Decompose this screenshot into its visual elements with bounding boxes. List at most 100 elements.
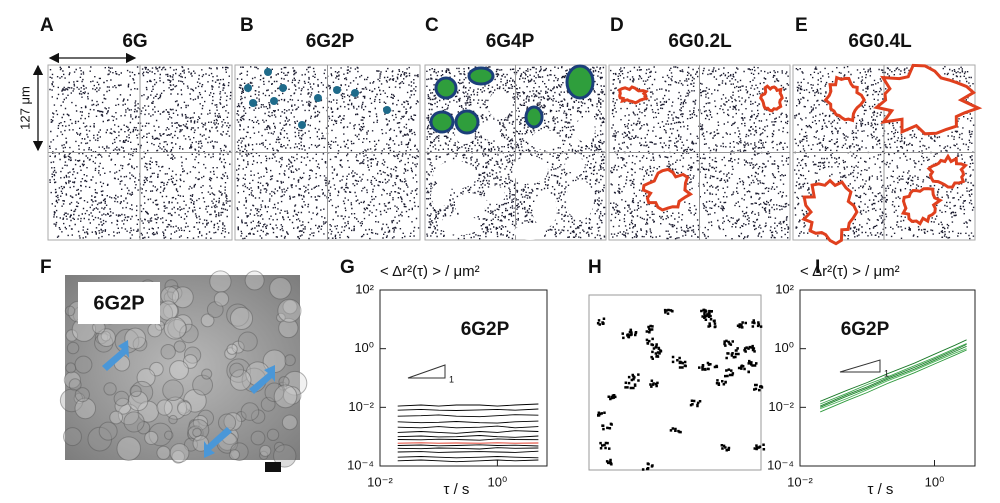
x-tick-label: 10⁻² [787,474,813,489]
cell [164,430,174,440]
void [455,193,485,217]
arrow [204,427,232,458]
series-line [397,450,539,453]
cell [187,418,210,441]
cell [250,409,266,424]
micrograph-texture [59,270,308,468]
particle-map [588,294,762,471]
cell [160,286,180,306]
void [431,183,449,207]
cell [226,343,238,355]
cell [171,286,194,309]
series-line [820,343,967,407]
label-box [78,282,160,324]
series-line [397,435,539,438]
cell [206,301,224,319]
cell [259,450,269,461]
slope-label: 1 [884,368,889,378]
series-line [397,438,539,441]
aggregate [641,167,694,212]
cell [237,331,258,352]
cell [169,360,189,380]
droplet [524,105,544,129]
cell [209,270,232,293]
panel-letter: D [610,15,624,36]
y-axis-label: < Δr²(τ) > / μm² [380,263,480,280]
cell [136,421,151,435]
cell [117,403,140,426]
aggregate [823,75,867,123]
cell [137,400,160,423]
cell [144,430,159,446]
cell [164,279,179,294]
panel-letter: E [795,15,808,36]
cell [223,412,243,431]
cell [192,374,214,396]
cluster [249,99,257,107]
cell [123,411,145,433]
cell [98,421,118,441]
cell [97,328,116,347]
cell [278,317,299,339]
y-axis-label: < Δr²(τ) > / μm² [800,263,900,280]
panel-letter: G [340,257,355,278]
cell [187,425,204,442]
cell [162,379,184,402]
panel-title: 6G0.4L [848,31,912,52]
cell [149,361,164,377]
y-tick-label: 10⁻² [768,399,794,414]
cell [240,402,260,421]
panel-letter: I [815,257,820,278]
arrows [102,340,275,458]
cell [124,327,147,350]
x-tick-label: 10⁻² [367,474,393,489]
micrograph-label: 6G2P [93,292,144,314]
aggregate [900,187,944,226]
cell [183,346,202,364]
cell [65,362,77,374]
panel-letter: A [40,15,54,36]
cell [273,444,297,468]
droplet [467,66,495,86]
cell [192,427,202,438]
void [480,120,500,140]
cell [100,331,112,342]
cell [156,399,173,416]
series-line [397,414,539,418]
aggregate [759,84,784,113]
y-tick-label: 10² [775,281,794,296]
series-line [397,408,539,411]
aggregate [873,63,983,136]
panel-title: 6G2P [306,31,355,52]
series-line [397,447,539,450]
series-line [820,339,967,402]
cell [94,330,109,345]
cell [273,441,285,453]
cell [224,347,237,360]
droplet [454,109,480,135]
series-line [397,444,539,447]
aggregate [801,178,859,246]
cell [200,313,215,328]
series-line [820,343,967,405]
cell [136,368,156,388]
cell [129,385,142,398]
chart-title: 6G2P [841,319,890,340]
cluster [244,84,252,92]
cell [229,362,245,378]
cell [167,285,183,301]
droplet [565,64,595,100]
cell [264,382,285,403]
cell [63,427,82,447]
cell [282,386,302,405]
cluster [383,106,391,114]
cell [201,368,213,380]
cell [148,422,173,447]
cell [87,426,113,452]
slope-triangle [407,364,446,379]
panel-title: 6G4P [486,31,535,52]
cell [179,323,199,344]
cell [229,449,240,461]
y-tick-label: 10⁰ [354,340,374,355]
